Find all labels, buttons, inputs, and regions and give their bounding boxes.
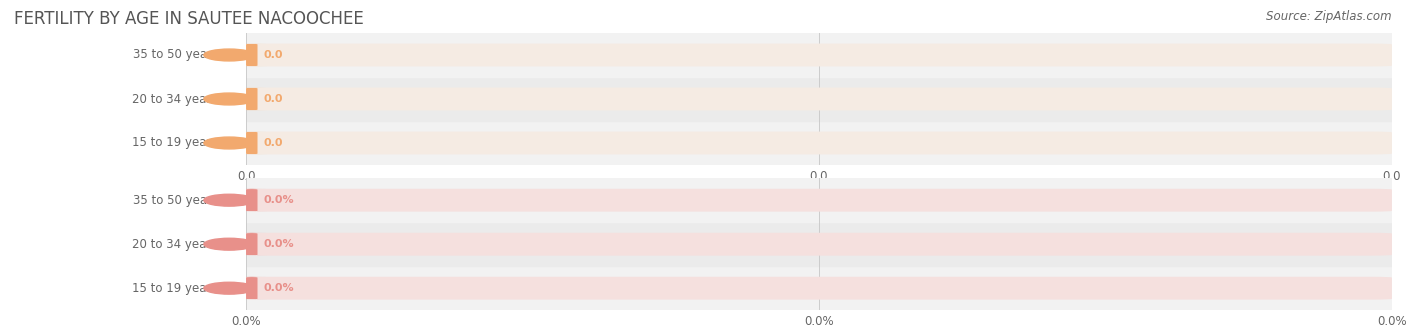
FancyBboxPatch shape [246, 233, 1392, 256]
Bar [246, 222, 1392, 266]
Text: 20 to 34 years: 20 to 34 years [132, 92, 218, 106]
FancyBboxPatch shape [236, 132, 267, 154]
FancyBboxPatch shape [236, 233, 267, 256]
Text: 0.0: 0.0 [263, 50, 283, 60]
Text: 15 to 19 years: 15 to 19 years [132, 282, 218, 295]
Bar [246, 178, 1392, 222]
Bar [246, 121, 1392, 165]
Text: 0.0: 0.0 [263, 138, 283, 148]
Text: 0.0%: 0.0% [263, 239, 294, 249]
FancyBboxPatch shape [236, 87, 267, 111]
Bar [246, 266, 1392, 310]
FancyBboxPatch shape [246, 189, 1392, 212]
FancyBboxPatch shape [236, 189, 267, 212]
Bar [246, 33, 1392, 77]
Text: 35 to 50 years: 35 to 50 years [132, 49, 218, 61]
Text: 35 to 50 years: 35 to 50 years [132, 194, 218, 207]
Text: 20 to 34 years: 20 to 34 years [132, 238, 218, 251]
Text: 0.0: 0.0 [263, 94, 283, 104]
Text: 0.0%: 0.0% [263, 283, 294, 293]
Bar [246, 77, 1392, 121]
FancyBboxPatch shape [236, 44, 267, 66]
Text: FERTILITY BY AGE IN SAUTEE NACOOCHEE: FERTILITY BY AGE IN SAUTEE NACOOCHEE [14, 10, 364, 28]
FancyBboxPatch shape [246, 132, 1392, 154]
FancyBboxPatch shape [246, 277, 1392, 300]
FancyBboxPatch shape [246, 87, 1392, 111]
Text: 15 to 19 years: 15 to 19 years [132, 137, 218, 149]
FancyBboxPatch shape [236, 277, 267, 300]
FancyBboxPatch shape [246, 44, 1392, 66]
Text: 0.0%: 0.0% [263, 195, 294, 205]
Text: Source: ZipAtlas.com: Source: ZipAtlas.com [1267, 10, 1392, 23]
